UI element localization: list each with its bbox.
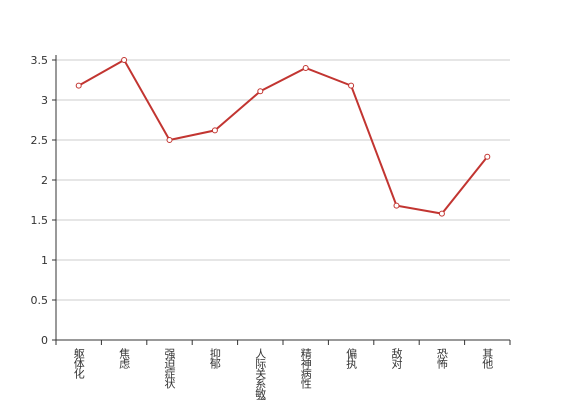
y-tick-label: 2 — [41, 174, 48, 187]
point — [257, 88, 264, 95]
point — [393, 202, 400, 209]
x-tick-label: 偏执 — [345, 347, 358, 370]
y-tick-label: 3 — [41, 94, 48, 107]
x-tick-label: 其他 — [481, 348, 494, 369]
x-tick-label: 抑郁 — [208, 347, 221, 369]
point — [348, 82, 355, 89]
point — [166, 137, 173, 143]
point — [302, 65, 309, 71]
y-tick-label: 0 — [41, 334, 48, 347]
y-tick-label: 1.5 — [31, 214, 49, 227]
y-tick-label: 0.5 — [31, 294, 49, 307]
y-tick-label: 3.5 — [31, 54, 49, 67]
point — [484, 153, 491, 160]
x-tick-label: 焦虑 — [118, 348, 131, 369]
x-tick-label: 人际关系敏感 — [254, 348, 267, 400]
point — [438, 210, 445, 217]
x-tick-label: 躯体化 — [72, 348, 85, 380]
x-tick-label: 敌对 — [390, 347, 403, 369]
point — [75, 82, 82, 89]
x-tick-label: 精神病性 — [299, 348, 312, 390]
y-tick-label: 2.5 — [31, 134, 49, 147]
point — [211, 127, 218, 134]
line — [78, 58, 489, 215]
x-tick-label: 恐怖 — [435, 348, 448, 369]
y-tick-label: 1 — [41, 254, 48, 267]
x-tick-label: 强迫症状 — [163, 348, 176, 389]
point — [121, 57, 128, 63]
